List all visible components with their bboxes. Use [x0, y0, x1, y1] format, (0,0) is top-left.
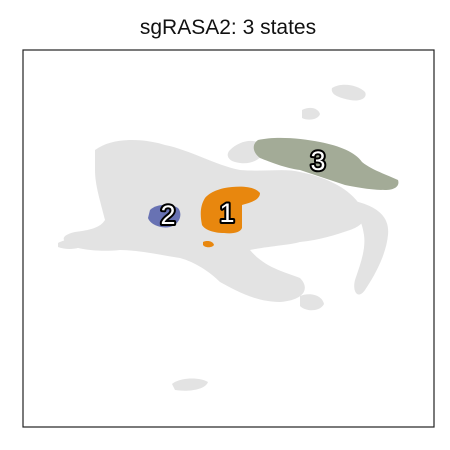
background-cluster-left-tail	[58, 239, 84, 249]
background-cluster-bottom	[172, 378, 208, 391]
state-2-label: 2	[160, 200, 175, 230]
state-1-region	[200, 186, 260, 234]
state-1-region-2	[203, 241, 214, 248]
plot-frame	[22, 49, 435, 428]
background-cell-cloud	[58, 84, 389, 391]
state-3-label: 3	[310, 146, 325, 176]
state-3-region	[253, 137, 399, 190]
background-cluster-top-mid	[302, 107, 320, 120]
state-regions	[148, 137, 399, 248]
background-cluster-top-right-ring	[331, 84, 366, 101]
state-labels: 1 2 3	[158, 144, 327, 232]
background-cluster-lower-right	[300, 294, 324, 311]
state-1-label: 1	[219, 198, 234, 228]
background-cluster-right-arc	[350, 200, 389, 295]
chart-title: sgRASA2: 3 states	[140, 16, 316, 39]
state-2-region	[148, 204, 181, 228]
